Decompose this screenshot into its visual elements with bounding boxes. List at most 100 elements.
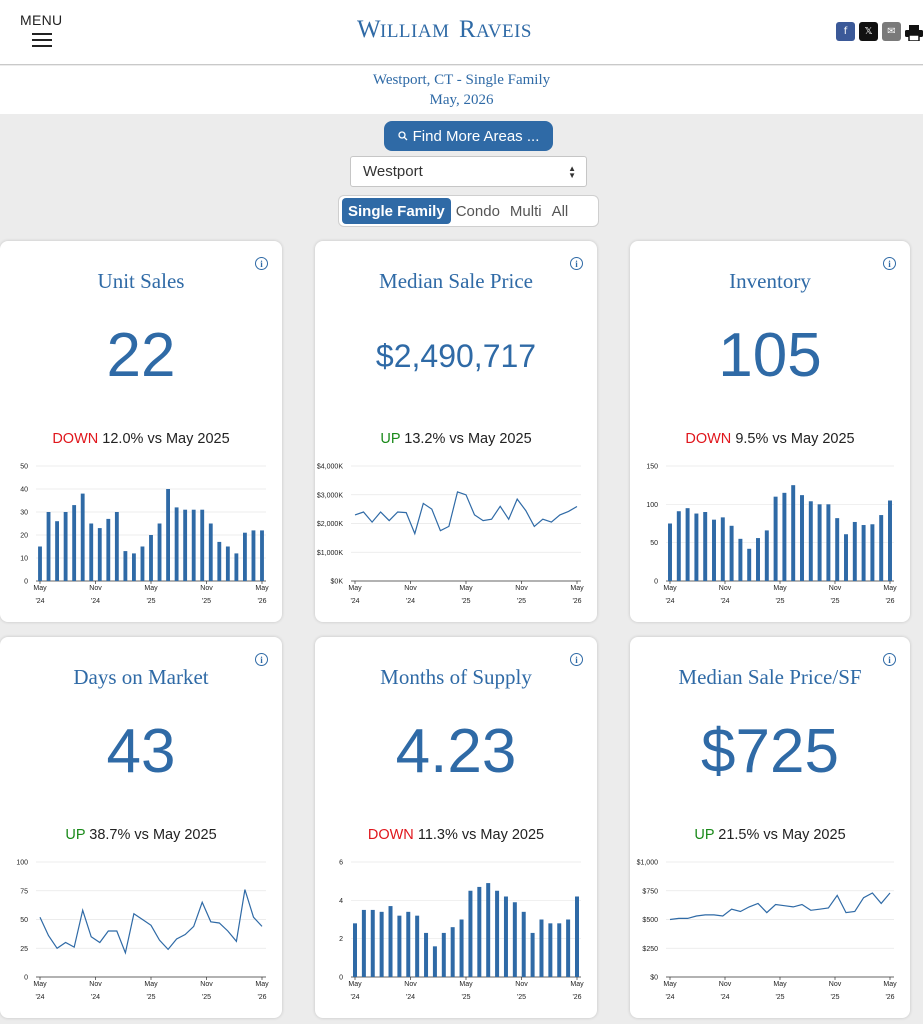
area-select[interactable]: Westport ▲ ▼ [350,156,587,187]
card-days-on-market[interactable]: i Days on Market 43 UP 38.7% vs May 2025… [0,637,282,1018]
x-tick-month: May [570,981,584,988]
bar [870,524,875,581]
bar [97,528,102,581]
card-median-price-per-sf[interactable]: i Median Sale Price/SF $725 UP 21.5% vs … [630,637,910,1018]
x-tick-month: May [773,585,787,592]
info-icon[interactable]: i [883,257,896,270]
x-tick-year: '26 [257,994,266,1000]
x-tick-year: '26 [572,598,581,604]
change-direction: DOWN [52,431,99,447]
bar [459,919,464,977]
info-icon[interactable]: i [255,257,268,270]
y-tick-label: 20 [20,533,28,540]
x-tick-month: May [570,585,584,592]
bar [72,505,77,581]
card-change: UP 21.5% vs May 2025 [630,827,910,843]
chart-unit-sales: 0 10 20 30 40 50 May '24 Nov '24 May '25 Nov '25 May '2… [20,464,269,605]
y-tick-label: 75 [20,888,28,895]
card-title: Inventory [729,269,811,293]
type-single-family[interactable]: Single Family [342,198,451,224]
card-value: 105 [718,321,822,390]
y-tick-label: $500 [642,917,658,924]
x-tick-year: '24 [665,994,674,1000]
card-inventory[interactable]: i Inventory 105 DOWN 9.5% vs May 2025 0 5… [630,241,910,622]
x-tick-month: May [663,585,677,592]
bar [114,512,119,581]
bar [782,492,787,581]
info-icon[interactable]: i [570,257,583,270]
bar [441,932,446,977]
x-tick-month: Nov [719,981,732,988]
facebook-icon[interactable]: f [836,22,855,41]
market-location-title: Westport, CT - Single Family [372,72,551,88]
y-tick-label: $1,000K [317,550,343,557]
bar [817,504,822,581]
search-icon [397,131,408,141]
type-multi[interactable]: Multi [509,202,542,220]
x-tick-month: Nov [515,981,528,988]
card-value: 4.23 [395,717,517,786]
x-tick-year: '24 [35,598,44,604]
x-tick-month: May [33,981,47,988]
chart-inventory: 0 50 100 150 May '24 Nov '24 May '25 Nov '25 May '26 [646,464,897,605]
y-tick-label: 0 [339,975,343,982]
bar [397,915,402,977]
info-icon[interactable]: i [255,653,268,666]
change-percent: 13.2% [404,431,446,447]
card-months-of-supply[interactable]: i Months of Supply 4.23 DOWN 11.3% vs Ma… [315,637,597,1018]
x-tick-month: May [144,585,158,592]
card-title: Unit Sales [97,269,185,293]
x-tick-year: '26 [257,598,266,604]
x-tick-year: '24 [720,994,729,1000]
x-tick-month: May [348,585,362,592]
bar [852,521,857,581]
series-line [39,889,263,955]
x-tick-year: '26 [572,994,581,1000]
x-tick-year: '24 [406,598,415,604]
change-comparison: vs May 2025 [449,431,532,447]
y-tick-label: 25 [20,946,28,953]
email-icon[interactable]: ✉ [882,22,901,41]
change-percent: 12.0% [102,431,144,447]
bar [234,553,239,581]
x-tick-year: '25 [202,994,211,1000]
chart-median-price-per-sf: $0 $250 $500 $750 $1,000 May '24 Nov '24 May '25 No… [637,860,898,1001]
x-tick-year: '26 [885,598,894,604]
card-change: UP 38.7% vs May 2025 [0,827,282,843]
card-change: DOWN 12.0% vs May 2025 [0,431,282,447]
bar [251,530,256,581]
info-icon[interactable]: i [883,653,896,666]
card-value: 22 [106,321,176,390]
bar [243,532,247,581]
bar [140,546,145,581]
y-tick-label: $2,000K [317,521,343,528]
william-raveis-logo[interactable]: W ILLIAM R AVEIS [0,16,923,49]
card-median-sale-price[interactable]: i Median Sale Price $2,490,717 UP 13.2% … [315,241,597,622]
bar [406,911,411,977]
bar [157,523,162,581]
y-tick-label: 10 [20,556,28,563]
x-tick-year: '24 [91,994,100,1000]
change-direction: DOWN [367,827,414,843]
bar [149,535,153,581]
menu-button[interactable]: MENU [20,12,66,51]
bar [844,534,848,581]
series-line [669,892,891,921]
find-more-areas-button[interactable]: Find More Areas ... [384,121,553,151]
change-comparison: vs May 2025 [461,827,545,843]
info-icon[interactable]: i [570,653,583,666]
type-condo[interactable]: Condo [455,202,500,220]
type-all[interactable]: All [551,202,569,220]
x-tick-month: May [773,981,787,988]
bar [521,911,526,977]
bar [432,946,437,977]
x-tick-month: Nov [719,585,732,592]
x-twitter-icon[interactable]: 𝕏 [859,22,878,41]
x-tick-month: Nov [515,585,528,592]
card-unit-sales[interactable]: i Unit Sales 22 DOWN 12.0% vs May 2025 0… [0,241,282,622]
x-tick-year: '25 [146,994,155,1000]
print-icon[interactable] [905,22,923,41]
bar [495,890,500,977]
x-tick-month: May [348,981,362,988]
y-tick-label: $0K [331,579,344,586]
